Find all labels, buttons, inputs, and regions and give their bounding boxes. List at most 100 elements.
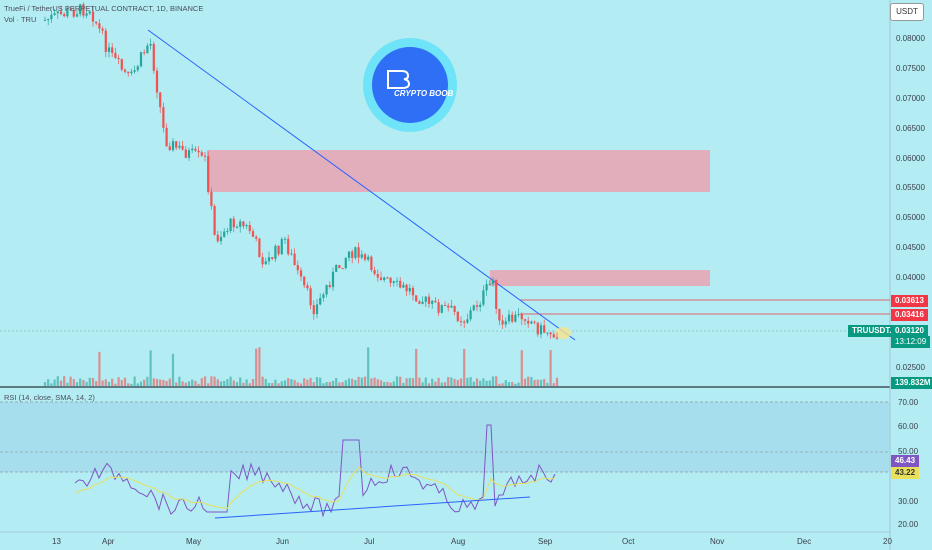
candle-body (248, 225, 251, 232)
candle-body (450, 305, 453, 308)
volume-bar (450, 377, 453, 386)
volume-bar (293, 380, 296, 386)
date-tick: 20 (883, 537, 892, 546)
date-tick: Apr (102, 537, 115, 546)
rsi-divergence-line[interactable] (214, 496, 531, 519)
resistance-zone-upper[interactable] (207, 150, 710, 192)
volume-bar (543, 378, 546, 386)
candle-body (155, 70, 159, 93)
descending-trendline[interactable] (147, 29, 576, 341)
volume-bar (107, 381, 111, 386)
candle-body (111, 47, 114, 53)
rsi-tick: 20.00 (898, 520, 919, 529)
candle-body (139, 52, 143, 67)
volume-bar (162, 379, 165, 386)
logo-text: CRYPTO BOOB (394, 89, 454, 98)
date-tick: Oct (622, 537, 635, 546)
candle-body (98, 23, 101, 29)
volume-bar (392, 381, 395, 386)
rsi-legend: RSI (14, close, SMA, 14, 2) (4, 393, 95, 402)
currency-button[interactable]: USDT (890, 3, 924, 21)
candle-body (66, 9, 69, 17)
volume-bar (235, 382, 239, 386)
level-tag-2[interactable]: 0.03416 (891, 309, 928, 321)
volume-bar (120, 380, 123, 386)
candle-body (197, 150, 200, 153)
volume-bar (181, 381, 184, 386)
candle-body (469, 310, 472, 320)
candle-body (552, 334, 555, 338)
candle-body (354, 247, 357, 258)
rsi-tick: 60.00 (898, 422, 919, 431)
volume-bar (267, 382, 271, 386)
candle-body (114, 52, 117, 58)
volume-bar (69, 376, 72, 386)
candle-body (495, 279, 498, 309)
last-price-tag[interactable]: 0.03120 (891, 325, 928, 337)
price-tick: 0.05000 (896, 213, 925, 222)
volume-bar (216, 379, 219, 386)
candle-body (171, 141, 175, 151)
candle-body (82, 4, 85, 16)
volume-bar (219, 381, 223, 386)
volume-bar (91, 378, 95, 386)
volume-bar (194, 380, 197, 386)
volume-bar (159, 379, 162, 386)
candle-body (437, 302, 440, 313)
candle-body (408, 287, 411, 292)
volume-bar (290, 379, 293, 386)
volume-bar (312, 382, 315, 386)
volume-bar (475, 378, 479, 386)
candle-body (287, 238, 290, 255)
price-tick: 0.06000 (896, 154, 925, 163)
candle-body (463, 321, 466, 323)
candle-body (143, 52, 146, 54)
candle-body (303, 276, 306, 286)
volume-bar (242, 382, 245, 386)
candle-body (517, 313, 520, 315)
candle-body (226, 231, 229, 233)
volume-bar (539, 379, 543, 386)
candle-body (165, 127, 168, 147)
volume-bar (197, 383, 200, 386)
candle-body (379, 277, 383, 281)
volume-bar (175, 382, 178, 386)
volume-bar (373, 377, 376, 386)
candle-body (133, 70, 136, 72)
candle-body (383, 277, 386, 281)
volume-bar (351, 378, 354, 386)
candle-body (482, 290, 485, 305)
level-tag-1[interactable]: 0.03613 (891, 295, 928, 307)
candle-body (50, 14, 53, 20)
candle-body (162, 107, 165, 128)
candle-body (335, 265, 338, 272)
volume-bar (155, 378, 159, 386)
volume-bar (395, 376, 399, 386)
candle-body (424, 296, 427, 302)
volume-bar (408, 377, 411, 386)
candle-body (216, 234, 219, 242)
candle-body (136, 66, 139, 71)
candle-body (296, 265, 299, 271)
volume-bar (43, 382, 47, 386)
volume-bar (354, 379, 357, 386)
volume-bar (251, 379, 255, 386)
candle-body (69, 9, 72, 11)
volume-bar (376, 379, 379, 386)
volume-bar (386, 381, 389, 386)
symbol-tag[interactable]: TRUUSDT.P (848, 325, 901, 337)
resistance-zone-lower[interactable] (490, 270, 710, 286)
volume-bar (379, 380, 383, 386)
candle-body (498, 308, 501, 321)
candle-body (319, 297, 322, 305)
volume-bar (82, 380, 85, 386)
volume-bar (367, 347, 370, 386)
volume-bar (456, 379, 459, 386)
volume-bar (303, 378, 306, 386)
candle-body (427, 296, 431, 304)
volume-bar (402, 383, 405, 386)
volume-bar (469, 377, 472, 386)
candle-body (373, 270, 376, 275)
candle-body (344, 257, 347, 269)
